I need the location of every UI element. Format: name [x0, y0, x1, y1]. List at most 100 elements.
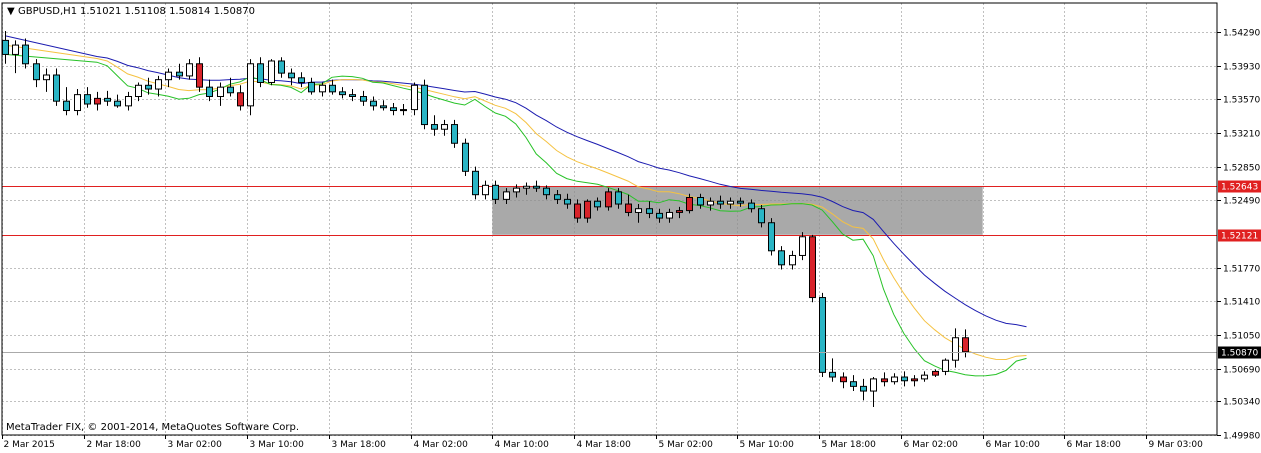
candle [441, 119, 448, 136]
candle-body [74, 94, 81, 112]
candle-body [329, 84, 336, 93]
candle [247, 59, 254, 116]
candle [400, 103, 407, 116]
candle [380, 100, 387, 111]
candle [411, 82, 418, 116]
x-tick-label: 5 Mar 18:00 [822, 440, 877, 450]
candle-body [656, 212, 663, 219]
candle [431, 115, 438, 136]
candle [349, 89, 356, 102]
candle [217, 82, 224, 106]
candle-body [33, 63, 40, 81]
x-tick-label: 3 Mar 10:00 [250, 440, 305, 450]
ma-fast-line [4, 53, 1027, 377]
candle-body [901, 376, 908, 382]
candle-body [737, 200, 744, 204]
x-tick-label: 6 Mar 02:00 [904, 440, 959, 450]
candle-body [135, 84, 142, 98]
y-tick-label: 1.50340 [1223, 398, 1260, 408]
x-tick-label: 2 Mar 18:00 [87, 440, 142, 450]
y-tick-label: 1.52490 [1223, 197, 1260, 207]
x-tick-label: 2 Mar 2015 [4, 440, 55, 450]
candle [697, 193, 704, 209]
x-axis: 2 Mar 2015 2 Mar 18:00 3 Mar 02:00 3 Mar 10… [2, 435, 1203, 450]
candle-body [554, 194, 561, 200]
candle-body [697, 196, 704, 206]
candle-body [503, 191, 510, 200]
candle-body [288, 72, 295, 79]
candle-body [298, 77, 305, 83]
candle-body [932, 370, 939, 376]
candle-body [339, 91, 346, 96]
candle [308, 77, 315, 95]
candle [584, 199, 591, 223]
candle [186, 59, 193, 80]
y-tick-label: 1.51410 [1223, 298, 1260, 308]
candle [901, 371, 908, 387]
candle [666, 208, 673, 223]
candle-body [125, 96, 132, 107]
candle-body [523, 185, 530, 189]
consolidation-zone [492, 185, 983, 235]
candle-body [584, 200, 591, 219]
level-badge [1218, 229, 1261, 242]
candle [206, 79, 213, 102]
candle [472, 166, 479, 200]
candle-body [778, 250, 785, 266]
candle [635, 204, 642, 223]
candle-body [145, 84, 152, 90]
y-tick-label: 1.50690 [1223, 366, 1260, 376]
candle [12, 40, 19, 74]
candle [829, 358, 836, 382]
candle-body [574, 203, 581, 219]
candle [564, 193, 571, 209]
level-badge-label: 1.52121 [1221, 232, 1258, 242]
candle [615, 188, 622, 209]
y-axis: 1.54290 1.53930 1.53570 1.53210 1.52850 1.524… [1217, 29, 1261, 442]
candle [503, 188, 510, 205]
collapse-arrow-icon[interactable]: ▼ [7, 6, 15, 17]
candle [329, 79, 336, 95]
candle-body [513, 187, 520, 193]
candle-body [942, 359, 949, 372]
candle-body [799, 236, 806, 256]
candle [594, 197, 601, 211]
level-badge-label: 1.52643 [1221, 183, 1258, 193]
candle [809, 234, 816, 303]
candle-body [360, 96, 367, 102]
candle-body [247, 63, 254, 107]
candle-body [472, 170, 479, 196]
candle [268, 59, 275, 86]
candle-body [819, 297, 826, 373]
x-tick-label: 3 Mar 18:00 [332, 440, 387, 450]
candle [462, 138, 469, 176]
candle-body [63, 100, 70, 112]
candle [860, 378, 867, 401]
candle [298, 72, 305, 88]
candle [819, 292, 826, 378]
ma-slow-line [4, 35, 1027, 328]
candle [22, 38, 29, 69]
y-tick-label: 1.54290 [1223, 29, 1260, 39]
candle [94, 91, 101, 111]
candle [748, 199, 755, 213]
candle [84, 87, 91, 108]
candle-body [319, 84, 326, 93]
candle-body [482, 184, 489, 196]
candle-body [543, 187, 550, 196]
candle [870, 377, 877, 407]
candle [176, 63, 183, 80]
candle [911, 375, 918, 387]
candle [145, 77, 152, 95]
y-tick-label: 1.53930 [1223, 63, 1260, 73]
candle [63, 87, 70, 116]
candle-body [727, 200, 734, 205]
candle-body [533, 185, 540, 189]
candle-body [268, 60, 275, 83]
candle [932, 369, 939, 378]
candle-body [308, 81, 315, 93]
candle-body [952, 337, 959, 361]
candle [543, 185, 550, 200]
candle-body [370, 100, 377, 107]
